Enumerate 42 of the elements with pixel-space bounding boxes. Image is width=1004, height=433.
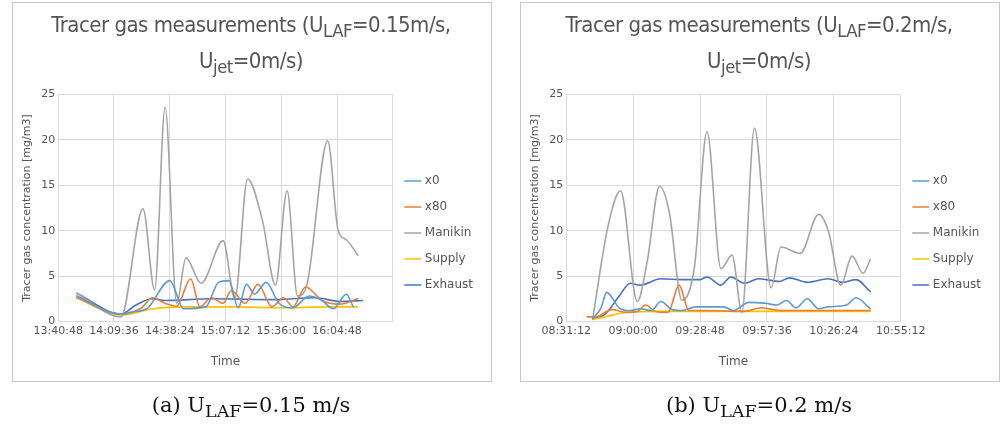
- x-tick-label: 09:00:00: [608, 323, 658, 337]
- legend-label: Exhaust: [932, 277, 982, 292]
- x-tick-label: 10:26:24: [809, 323, 859, 337]
- y-tick-label: 5: [556, 268, 564, 282]
- legend-label: x0: [424, 173, 440, 188]
- y-tick-label: 10: [41, 223, 56, 237]
- legend-label: Manikin: [424, 225, 472, 240]
- legend-label: x80: [932, 199, 956, 214]
- x-axis-title: Time: [717, 353, 749, 368]
- y-tick-label: 15: [41, 178, 56, 192]
- line-series: [75, 106, 359, 318]
- x-axis-title: Time: [209, 353, 241, 368]
- y-tick-label: 20: [549, 132, 564, 146]
- y-axis-title: Tracer gas concentration [mg/m3]: [20, 114, 34, 303]
- x-tick-label: 09:28:48: [675, 323, 725, 337]
- legend-label: Supply: [424, 251, 466, 266]
- y-tick-label: 5: [48, 268, 56, 282]
- y-tick-label: 15: [549, 178, 564, 192]
- line-series: [586, 284, 871, 318]
- x-tick-label: 15:36:00: [256, 323, 306, 337]
- x-tick-label: 10:55:12: [876, 323, 926, 337]
- chart-title: Tracer gas measurements (U$_{LAF}$=0.15m/s, U$_{jet}$=0m/s): [51, 12, 451, 78]
- y-tick-label: 10: [549, 223, 564, 237]
- x-tick-label: 15:07:12: [200, 323, 251, 337]
- x-tick-label: 16:04:48: [312, 323, 362, 337]
- y-tick-label: 25: [549, 87, 564, 101]
- y-tick-label: 20: [41, 132, 56, 146]
- legend-label: x0: [932, 173, 948, 188]
- x-tick-label: 09:57:36: [742, 323, 792, 337]
- x-tick-label: 14:09:36: [89, 323, 139, 337]
- x-tick-label: 13:40:48: [33, 323, 83, 337]
- text: (a) U$_{LAF}$=0.15 m/s: [150, 393, 352, 422]
- legend-label: Supply: [932, 251, 974, 266]
- text: (b) U$_{LAF}$=0.2 m/s: [664, 393, 853, 422]
- legend-label: Manikin: [932, 225, 980, 240]
- line-series: [591, 291, 871, 320]
- y-tick-label: 25: [41, 87, 56, 101]
- legend-label: x80: [424, 199, 448, 214]
- y-axis-title: Tracer gas concentration [mg/m3]: [528, 114, 542, 303]
- legend-label: Exhaust: [424, 277, 474, 292]
- chart-title: Tracer gas measurements (U$_{LAF}$=0.2m/s, U$_{jet}$=0m/s): [565, 12, 953, 78]
- x-tick-label: 14:38:24: [145, 323, 195, 337]
